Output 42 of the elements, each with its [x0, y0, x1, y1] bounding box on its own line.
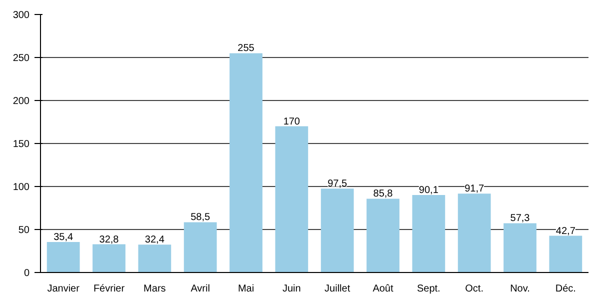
y-tick-label: 250: [12, 53, 30, 64]
x-tick-label: Nov.: [510, 284, 530, 294]
data-label: 170: [283, 116, 300, 128]
x-tick-label: Juin: [282, 284, 301, 294]
bar: [138, 244, 172, 272]
data-label: 57,3: [510, 213, 530, 224]
x-tick-label: Juillet: [324, 284, 350, 294]
x-tick-label: Août: [372, 284, 394, 294]
y-tick-label: 300: [12, 10, 30, 21]
data-label: 90,1: [418, 185, 439, 196]
x-tick-label: Janvier: [47, 284, 80, 294]
bar: [504, 223, 536, 272]
data-label: 42,7: [556, 226, 576, 237]
x-tick-label: Déc.: [555, 284, 576, 294]
y-tick-label: 50: [18, 225, 30, 236]
x-tick-label: Oct.: [465, 284, 484, 294]
x-tick-label: Mars: [144, 284, 166, 294]
bar: [458, 194, 491, 272]
bar: [275, 126, 308, 272]
x-tick-label: Février: [93, 284, 126, 294]
bar: [549, 236, 582, 272]
data-label: 32,4: [144, 234, 165, 246]
y-tick-label: 100: [12, 182, 30, 193]
data-label: 91,7: [464, 184, 485, 195]
data-label: 85,8: [373, 188, 394, 200]
y-tick-label: 200: [12, 96, 30, 107]
y-tick-label: 150: [12, 139, 30, 150]
data-label: 35,4: [54, 232, 74, 244]
bar: [412, 195, 446, 272]
bar: [366, 198, 400, 272]
bar: [230, 53, 262, 272]
bar: [92, 244, 126, 272]
x-tick-label: Mai: [238, 284, 254, 294]
bar: [184, 222, 217, 272]
data-label: 255: [238, 43, 255, 54]
x-tick-label: Sept.: [416, 284, 440, 294]
data-label: 58,5: [190, 212, 211, 224]
data-label: 32,8: [99, 234, 120, 246]
x-tick-label: Avril: [190, 284, 210, 294]
y-tick-label: 0: [24, 268, 30, 279]
bar: [46, 242, 80, 272]
bar: [320, 188, 354, 272]
